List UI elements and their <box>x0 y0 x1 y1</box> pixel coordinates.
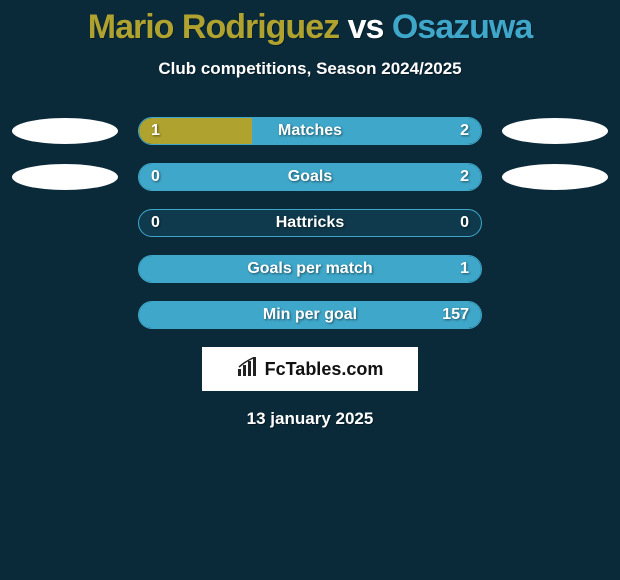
player2-marker <box>502 164 608 190</box>
comparison-chart: 12Matches 02Goals 00Hattricks 1Goals per ma… <box>0 117 620 329</box>
stat-label: Hattricks <box>139 210 481 236</box>
player1-name: Mario Rodriguez <box>88 8 339 46</box>
player1-marker <box>12 164 118 190</box>
stat-bar: 157Min per goal <box>138 301 482 329</box>
player2-marker <box>502 118 608 144</box>
player2-marker <box>502 210 608 236</box>
subtitle: Club competitions, Season 2024/2025 <box>0 59 620 79</box>
player2-name: Osazuwa <box>392 8 532 46</box>
stat-bar: 02Goals <box>138 163 482 191</box>
stat-bar: 12Matches <box>138 117 482 145</box>
vs-text: vs <box>348 8 384 46</box>
player1-marker <box>12 302 118 328</box>
stat-bar: 1Goals per match <box>138 255 482 283</box>
stat-label: Goals per match <box>139 256 481 282</box>
player1-marker <box>12 118 118 144</box>
stat-bar: 00Hattricks <box>138 209 482 237</box>
player2-marker <box>502 256 608 282</box>
stat-label: Matches <box>139 118 481 144</box>
watermark: FcTables.com <box>202 347 418 391</box>
player2-marker <box>502 302 608 328</box>
player1-marker <box>12 256 118 282</box>
chart-icon <box>237 357 259 382</box>
stat-label: Goals <box>139 164 481 190</box>
stat-row: 1Goals per match <box>0 255 620 283</box>
comparison-title: Mario Rodriguez vs Osazuwa <box>0 0 620 47</box>
player1-marker <box>12 210 118 236</box>
stat-row: 157Min per goal <box>0 301 620 329</box>
stat-label: Min per goal <box>139 302 481 328</box>
stat-row: 02Goals <box>0 163 620 191</box>
stat-row: 00Hattricks <box>0 209 620 237</box>
date-text: 13 january 2025 <box>0 409 620 429</box>
watermark-text: FcTables.com <box>265 359 384 380</box>
stat-row: 12Matches <box>0 117 620 145</box>
